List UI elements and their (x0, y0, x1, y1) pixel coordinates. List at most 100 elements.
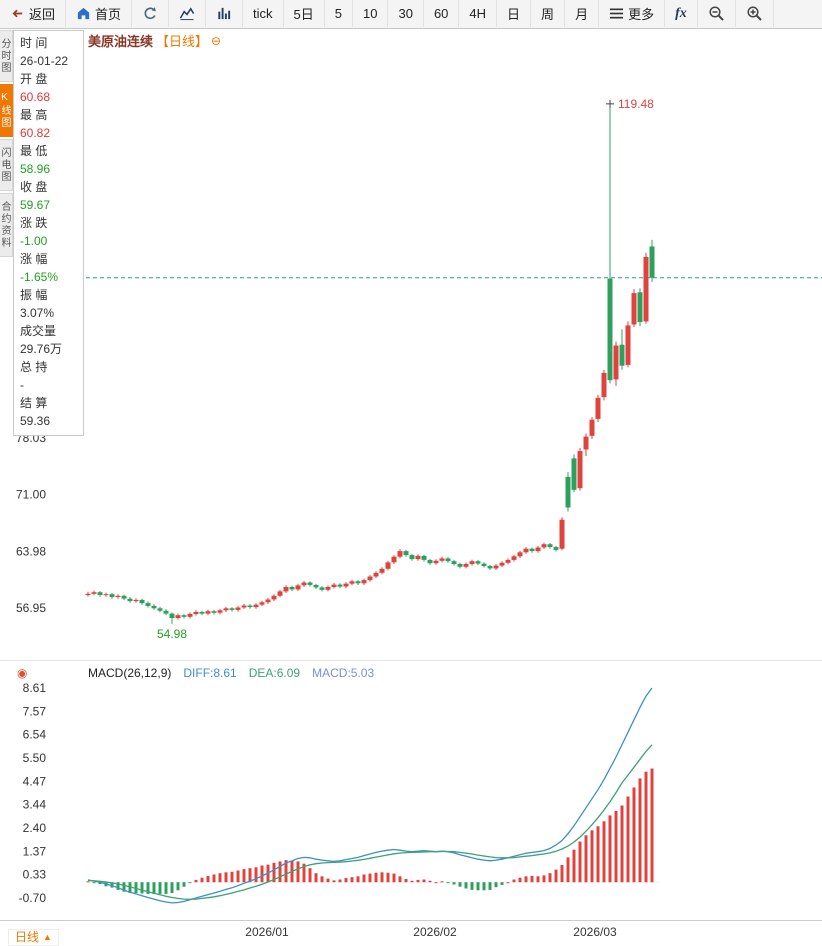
zoom-in-button[interactable] (736, 0, 774, 27)
candle[interactable] (115, 594, 121, 599)
candle[interactable] (625, 321, 631, 368)
candle[interactable] (427, 558, 433, 565)
candle[interactable] (379, 567, 385, 575)
candle[interactable] (325, 585, 331, 592)
candle[interactable] (547, 543, 553, 549)
five-day-button[interactable]: 5日 (284, 0, 325, 27)
candle[interactable] (421, 554, 427, 562)
candle[interactable] (619, 329, 625, 370)
candle[interactable] (295, 583, 301, 591)
candle[interactable] (541, 542, 547, 550)
candle[interactable] (85, 591, 91, 597)
candle[interactable] (169, 612, 175, 624)
candle[interactable] (367, 574, 373, 582)
candle[interactable] (511, 554, 517, 562)
candle[interactable] (163, 609, 169, 616)
period-button-30[interactable]: 30 (388, 0, 424, 27)
candle[interactable] (361, 578, 367, 586)
candle[interactable] (229, 607, 235, 612)
candle[interactable] (217, 608, 223, 615)
candle[interactable] (139, 598, 145, 605)
candle[interactable] (247, 604, 253, 609)
collapse-icon[interactable]: ⊖ (211, 33, 222, 48)
candle[interactable] (331, 582, 337, 589)
candle[interactable] (571, 454, 577, 493)
candle[interactable] (553, 545, 559, 552)
candle[interactable] (559, 517, 565, 551)
candle[interactable] (289, 585, 295, 591)
candle[interactable] (223, 606, 229, 612)
period-button-周[interactable]: 周 (531, 0, 566, 27)
volume-chart-button[interactable] (206, 0, 244, 27)
candle[interactable] (253, 603, 259, 609)
candle[interactable] (475, 560, 481, 566)
home-button[interactable]: 首页 (66, 0, 133, 27)
zoom-out-button[interactable] (698, 0, 736, 27)
candle[interactable] (643, 252, 649, 324)
candle[interactable] (613, 341, 619, 386)
tick-period-button[interactable]: tick (243, 0, 284, 27)
candle[interactable] (151, 604, 157, 610)
candle[interactable] (445, 557, 451, 563)
candle[interactable] (439, 556, 445, 563)
candle[interactable] (211, 609, 217, 615)
candle[interactable] (415, 554, 421, 561)
period-button-5[interactable]: 5 (325, 0, 353, 27)
candle[interactable] (157, 606, 163, 613)
candle[interactable] (391, 555, 397, 564)
candle[interactable] (121, 594, 127, 601)
candle[interactable] (271, 594, 277, 602)
candle[interactable] (577, 447, 583, 491)
candle[interactable] (565, 472, 571, 512)
period-tab-daily[interactable]: 日线 ▲ (8, 929, 59, 946)
candle[interactable] (235, 605, 241, 612)
candle[interactable] (313, 583, 319, 589)
candle[interactable] (241, 603, 247, 610)
candle[interactable] (205, 609, 211, 616)
candle[interactable] (385, 560, 391, 571)
candle[interactable] (451, 560, 457, 566)
candle[interactable] (409, 553, 415, 561)
candle[interactable] (319, 586, 325, 592)
side-tab-kline-chart[interactable]: K线图 (0, 84, 13, 137)
more-button[interactable]: 更多 (599, 0, 666, 27)
candle[interactable] (631, 289, 637, 327)
candle[interactable] (193, 610, 199, 616)
candle[interactable] (91, 590, 97, 596)
side-tab-minute-chart[interactable]: 分时图 (0, 30, 13, 82)
period-button-60[interactable]: 60 (424, 0, 460, 27)
candle[interactable] (181, 614, 187, 619)
fx-indicator-button[interactable]: fx (665, 0, 698, 27)
candle[interactable] (373, 571, 379, 579)
period-button-月[interactable]: 月 (565, 0, 600, 27)
candle[interactable] (487, 564, 493, 570)
candle[interactable] (133, 598, 139, 603)
candle[interactable] (649, 239, 655, 282)
period-button-日[interactable]: 日 (497, 0, 532, 27)
candle[interactable] (403, 549, 409, 557)
candle[interactable] (259, 600, 265, 607)
candle[interactable] (607, 103, 613, 384)
candle[interactable] (343, 582, 349, 589)
indicator-settings-icon[interactable]: ◉ (17, 666, 28, 680)
refresh-button[interactable] (132, 0, 170, 27)
candle[interactable] (301, 580, 307, 587)
candle[interactable] (355, 580, 361, 585)
candle[interactable] (529, 547, 535, 553)
candle[interactable] (307, 581, 313, 587)
candle[interactable] (283, 585, 289, 593)
candle[interactable] (595, 394, 601, 423)
side-tab-contract-info[interactable]: 合约资料 (0, 193, 13, 257)
candle[interactable] (265, 597, 271, 604)
candle[interactable] (187, 612, 193, 619)
candle[interactable] (109, 593, 115, 599)
candle[interactable] (637, 288, 643, 327)
candle[interactable] (103, 592, 109, 597)
candle[interactable] (601, 369, 607, 401)
candle[interactable] (589, 417, 595, 439)
back-button[interactable]: 返回 (0, 0, 67, 27)
candle[interactable] (277, 589, 283, 598)
side-tab-flash-chart[interactable]: 闪电图 (0, 139, 13, 191)
candle[interactable] (127, 597, 133, 603)
